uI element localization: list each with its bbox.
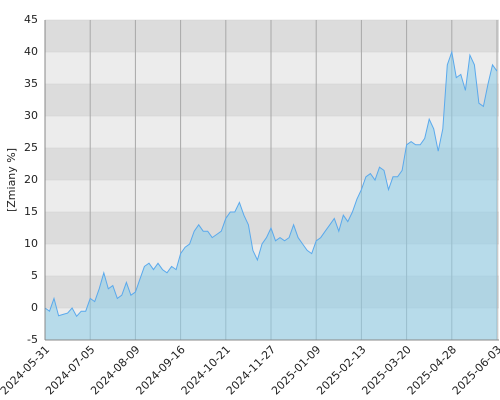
grid-band [45,52,499,84]
y-tick-label: 45 [24,13,38,26]
y-tick-label: 5 [31,269,38,282]
grid-band [45,20,499,52]
y-tick-label: 15 [24,205,38,218]
y-axis-label: [Zmiany %] [5,148,18,212]
y-tick-label: 40 [24,45,38,58]
y-tick-label: 30 [24,109,38,122]
grid-band [45,84,499,116]
line [44,50,498,318]
y-tick-label: 10 [24,237,38,250]
y-tick-label: 0 [31,301,38,314]
y-tick-label: 25 [24,141,38,154]
area [45,52,497,340]
y-tick-label: 20 [24,173,38,186]
y-tick-label: -5 [27,333,38,346]
y-tick-label: 35 [24,77,38,90]
